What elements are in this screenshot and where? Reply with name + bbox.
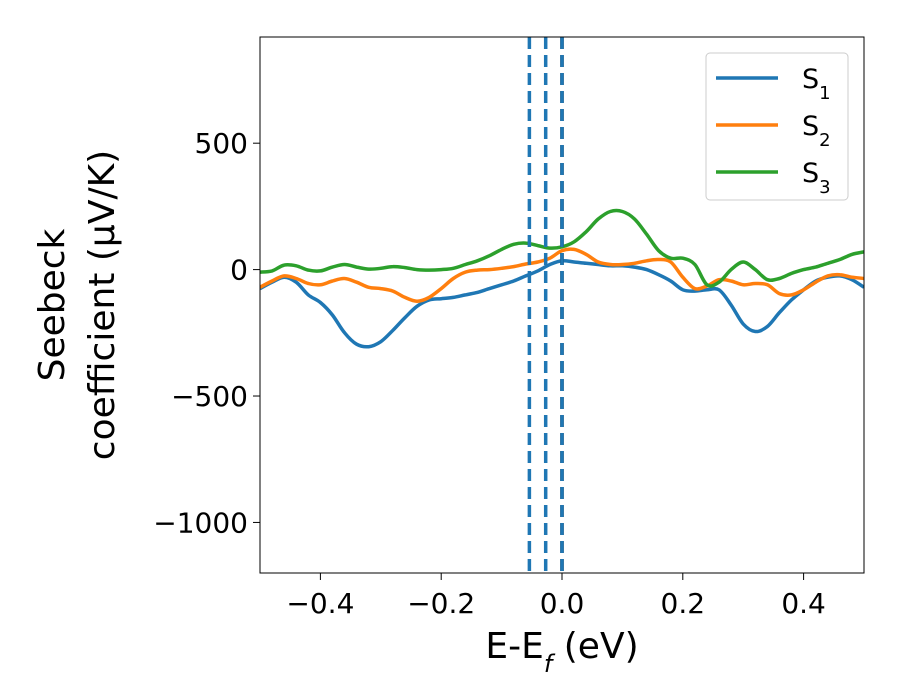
legend-label-s1: S1 xyxy=(802,64,831,104)
x-tick-label: 0.2 xyxy=(661,587,706,620)
legend-label-s3: S3 xyxy=(802,158,831,198)
x-tick-label: 0.0 xyxy=(540,587,585,620)
y-tick-label: 0 xyxy=(230,254,248,287)
y-axis-label-line1: Seebeck xyxy=(32,228,73,381)
x-tick-label: −0.4 xyxy=(286,587,354,620)
y-tick-label: −500 xyxy=(171,380,248,413)
y-tick-label: 500 xyxy=(195,127,248,160)
y-axis-label-line2: coefficient (μV/K) xyxy=(82,150,123,460)
plot-area xyxy=(260,37,864,573)
x-tick-label: −0.2 xyxy=(407,587,475,620)
y-tick-label: −1000 xyxy=(153,506,248,539)
x-axis-label: E-Ef (eV) xyxy=(485,626,638,678)
x-tick-label: 0.4 xyxy=(781,587,826,620)
legend-label-s2: S2 xyxy=(802,111,831,151)
series-line-s2 xyxy=(260,247,864,303)
y-axis-label: Seebeck coefficient (μV/K) xyxy=(32,150,123,460)
